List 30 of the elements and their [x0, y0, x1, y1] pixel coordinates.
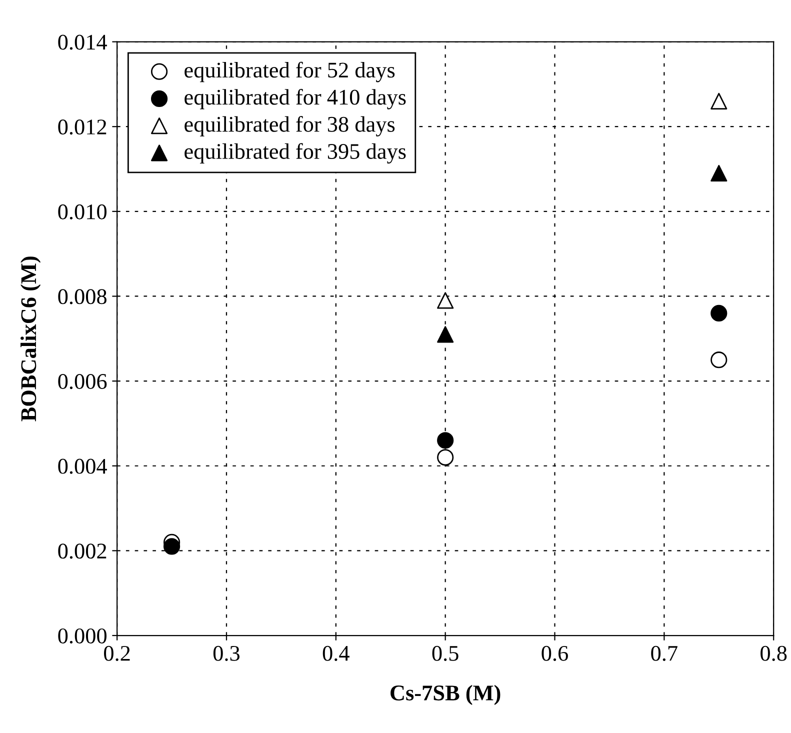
x-axis-title: Cs-7SB (M) [390, 684, 500, 705]
point [710, 164, 728, 182]
x-tick-label: 0.2 [104, 646, 130, 661]
legend-label: equilibrated for 410 days [184, 88, 406, 110]
y-tick-label: 0.006 [58, 374, 107, 390]
x-tick-label: 0.6 [542, 646, 568, 661]
y-tick-label: 0.012 [58, 120, 106, 135]
y-tick-label: 0.002 [58, 544, 106, 559]
point [163, 538, 180, 555]
y-tick-label: 0.008 [58, 289, 106, 304]
point [437, 432, 454, 449]
y-tick-label: 0.004 [58, 458, 107, 474]
point [437, 449, 454, 466]
point [437, 326, 454, 343]
point [710, 92, 728, 110]
y-axis-title: BOBCalixC6 (M) [20, 256, 41, 422]
x-tick-label: 0.8 [760, 646, 787, 661]
legend-label: equilibrated for 395 days [184, 143, 406, 164]
y-tick-label: 0.000 [58, 628, 106, 644]
point [710, 352, 728, 368]
x-tick-label: 0.5 [432, 646, 458, 661]
x-tick-label: 0.3 [213, 646, 240, 661]
legend-label: equilibrated for 52 days [184, 62, 395, 82]
legend-label: equilibrated for 38 days [184, 116, 395, 136]
x-tick-label: 0.7 [651, 646, 678, 661]
x-tick-label: 0.4 [322, 646, 350, 661]
y-tick-label: 0.010 [58, 204, 106, 220]
point [437, 292, 454, 309]
point [710, 304, 728, 322]
y-tick-label: 0.014 [58, 34, 107, 50]
